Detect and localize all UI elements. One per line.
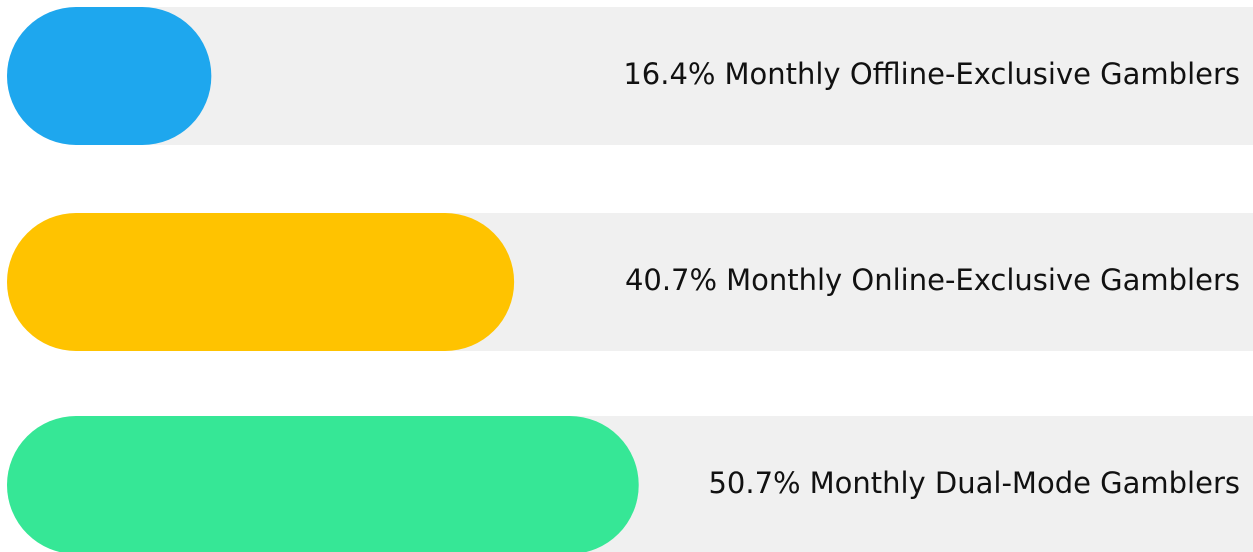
value-label: 50.7% bbox=[708, 466, 800, 500]
bar bbox=[7, 416, 639, 552]
bar bbox=[7, 7, 212, 145]
bar-label: 40.7% Monthly Online-Exclusive Gamblers bbox=[625, 263, 1240, 297]
value-label: 40.7% bbox=[625, 263, 717, 297]
bar bbox=[7, 213, 515, 351]
bar-label: 50.7% Monthly Dual-Mode Gamblers bbox=[708, 466, 1240, 500]
bar-label: 16.4% Monthly Offline-Exclusive Gamblers bbox=[623, 57, 1240, 91]
bar-track bbox=[7, 7, 1253, 145]
category-label: Monthly Dual-Mode Gamblers bbox=[810, 466, 1240, 500]
category-label: Monthly Online-Exclusive Gamblers bbox=[726, 263, 1240, 297]
value-label: 16.4% bbox=[623, 57, 715, 91]
category-label: Monthly Offline-Exclusive Gamblers bbox=[724, 57, 1240, 91]
